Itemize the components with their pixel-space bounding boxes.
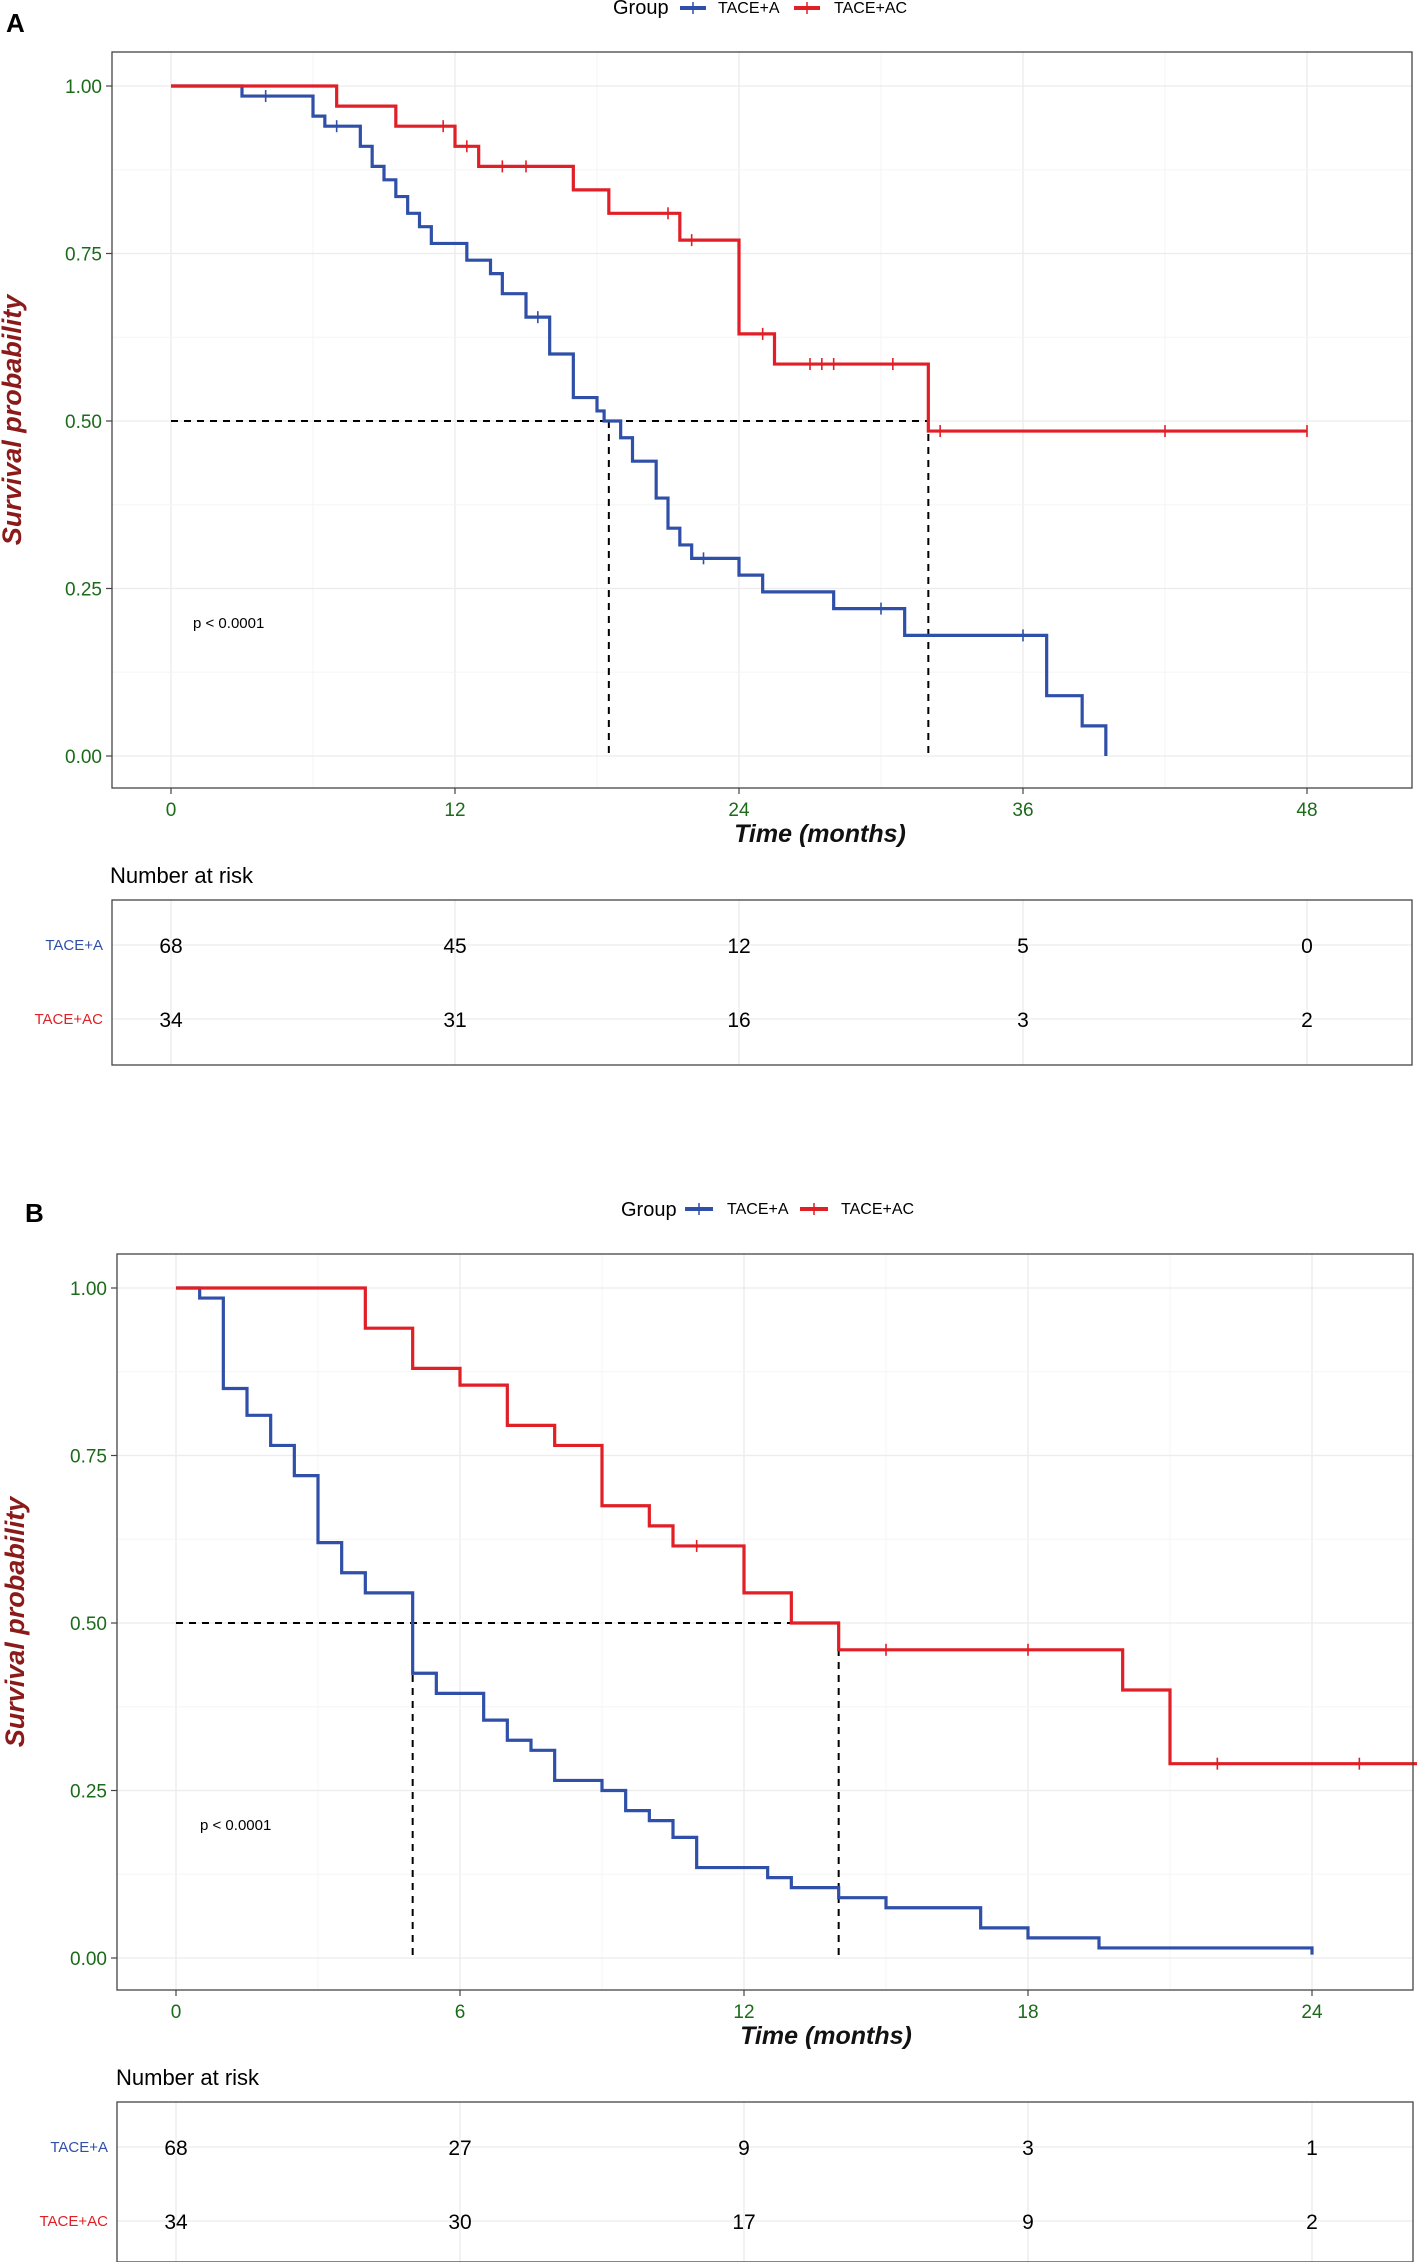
- risk-value: 16: [727, 1009, 750, 1032]
- panel-b-plot-frame: [116, 1253, 1414, 1991]
- panel-b-p-value: p < 0.0001: [200, 1817, 271, 1834]
- y-tick-label: 0.75: [70, 1447, 107, 1468]
- risk-value: 34: [159, 1009, 183, 1032]
- panel-b-legend-title: Group: [621, 1199, 677, 1221]
- x-tick-label: 48: [1296, 800, 1317, 821]
- risk-value: 9: [738, 2137, 750, 2160]
- risk-value: 68: [159, 935, 182, 958]
- y-tick-label: 0.25: [65, 580, 102, 601]
- risk-value: 2: [1306, 2211, 1318, 2234]
- x-tick-label: 24: [1301, 2002, 1323, 2023]
- panel-b-x-axis-title: Time (months): [740, 2022, 912, 2050]
- risk-value: 0: [1301, 935, 1313, 958]
- panel-b-legend-label-tace-a: TACE+A: [727, 1201, 789, 1218]
- y-tick-label: 0.00: [65, 747, 102, 768]
- y-tick-label: 0.50: [65, 412, 102, 433]
- risk-value: 68: [164, 2137, 187, 2160]
- survival-curve-tace-a: [171, 84, 1108, 756]
- risk-value: 3: [1022, 2137, 1034, 2160]
- risk-value: 9: [1022, 2211, 1034, 2234]
- risk-row-label: TACE+AC: [35, 1011, 104, 1028]
- x-tick-label: 0: [171, 2002, 182, 2023]
- panel-b-risk-table: TACE+A 68 27 9 3 1 TACE+AC 34 30 17 9 2: [40, 2101, 1414, 2262]
- risk-value: 30: [448, 2211, 471, 2234]
- panel-a-median-lines: [171, 420, 930, 756]
- panel-b-risk-title: Number at risk: [116, 2065, 260, 2090]
- panel-a-y-axis-title: Survival probability: [0, 293, 27, 546]
- y-tick-label: 1.00: [70, 1279, 107, 1300]
- risk-value: 27: [448, 2137, 471, 2160]
- x-tick-label: 0: [166, 800, 177, 821]
- panel-b-median-lines: [176, 1622, 840, 1958]
- x-tick-label: 18: [1017, 2002, 1038, 2023]
- panel-a-curves: [171, 84, 1308, 756]
- panel-a-grid: [112, 52, 1412, 788]
- y-tick-label: 0.00: [70, 1949, 107, 1970]
- panel-a-p-value: p < 0.0001: [193, 615, 264, 632]
- risk-value: 2: [1301, 1009, 1313, 1032]
- risk-value: 1: [1306, 2137, 1318, 2160]
- panel-b: B Group TACE+A TACE+AC 0.00 0.25 0.50 0.75 1…: [0, 1198, 1417, 2262]
- panel-b-axes: 0.00 0.25 0.50 0.75 1.00 0 6 12 18 24: [70, 1279, 1323, 2023]
- risk-row-label: TACE+A: [50, 2139, 108, 2156]
- y-tick-label: 0.75: [65, 245, 102, 266]
- panel-a: A Group TACE+A TACE+AC 0.00 0.25 0.50 0.75 1…: [0, 0, 1413, 1066]
- panel-b-legend-label-tace-ac: TACE+AC: [841, 1201, 914, 1218]
- panel-b-y-axis-title: Survival probability: [0, 1495, 30, 1748]
- y-tick-label: 0.50: [70, 1614, 107, 1635]
- risk-value: 17: [732, 2211, 755, 2234]
- risk-row-label: TACE+AC: [40, 2213, 109, 2230]
- panel-a-risk-table: TACE+A 68 45 12 5 0 TACE+AC 34 31 16 3 2: [35, 899, 1413, 1066]
- panel-a-plot-frame: [111, 51, 1413, 789]
- panel-a-axes: 0.00 0.25 0.50 0.75 1.00 0 12 24 36 48: [65, 77, 1318, 821]
- x-tick-label: 24: [728, 800, 750, 821]
- risk-table-frame: [116, 2101, 1414, 2262]
- panel-a-letter: A: [6, 8, 25, 38]
- panel-a-legend-title: Group: [613, 0, 669, 19]
- risk-value: 5: [1017, 935, 1029, 958]
- survival-curve-tace-ac: [171, 84, 1307, 433]
- survival-curve-tace-ac: [176, 1286, 1417, 1766]
- panel-b-curves: [176, 1286, 1417, 1955]
- panel-a-legend-label-tace-a: TACE+A: [718, 0, 780, 17]
- risk-value: 3: [1017, 1009, 1029, 1032]
- y-tick-label: 1.00: [65, 77, 102, 98]
- x-tick-label: 12: [733, 2002, 754, 2023]
- panel-a-legend-label-tace-ac: TACE+AC: [834, 0, 907, 17]
- risk-value: 31: [443, 1009, 466, 1032]
- x-tick-label: 36: [1012, 800, 1033, 821]
- survival-curve-tace-a: [176, 1286, 1314, 1955]
- panel-a-x-axis-title: Time (months): [734, 820, 906, 848]
- panel-b-letter: B: [25, 1198, 44, 1228]
- panel-a-risk-title: Number at risk: [110, 863, 254, 888]
- risk-value: 12: [727, 935, 750, 958]
- x-tick-label: 6: [455, 2002, 466, 2023]
- y-tick-label: 0.25: [70, 1782, 107, 1803]
- risk-table-frame: [111, 899, 1413, 1066]
- risk-row-label: TACE+A: [45, 937, 103, 954]
- risk-value: 45: [443, 935, 466, 958]
- risk-value: 34: [164, 2211, 188, 2234]
- x-tick-label: 12: [444, 800, 465, 821]
